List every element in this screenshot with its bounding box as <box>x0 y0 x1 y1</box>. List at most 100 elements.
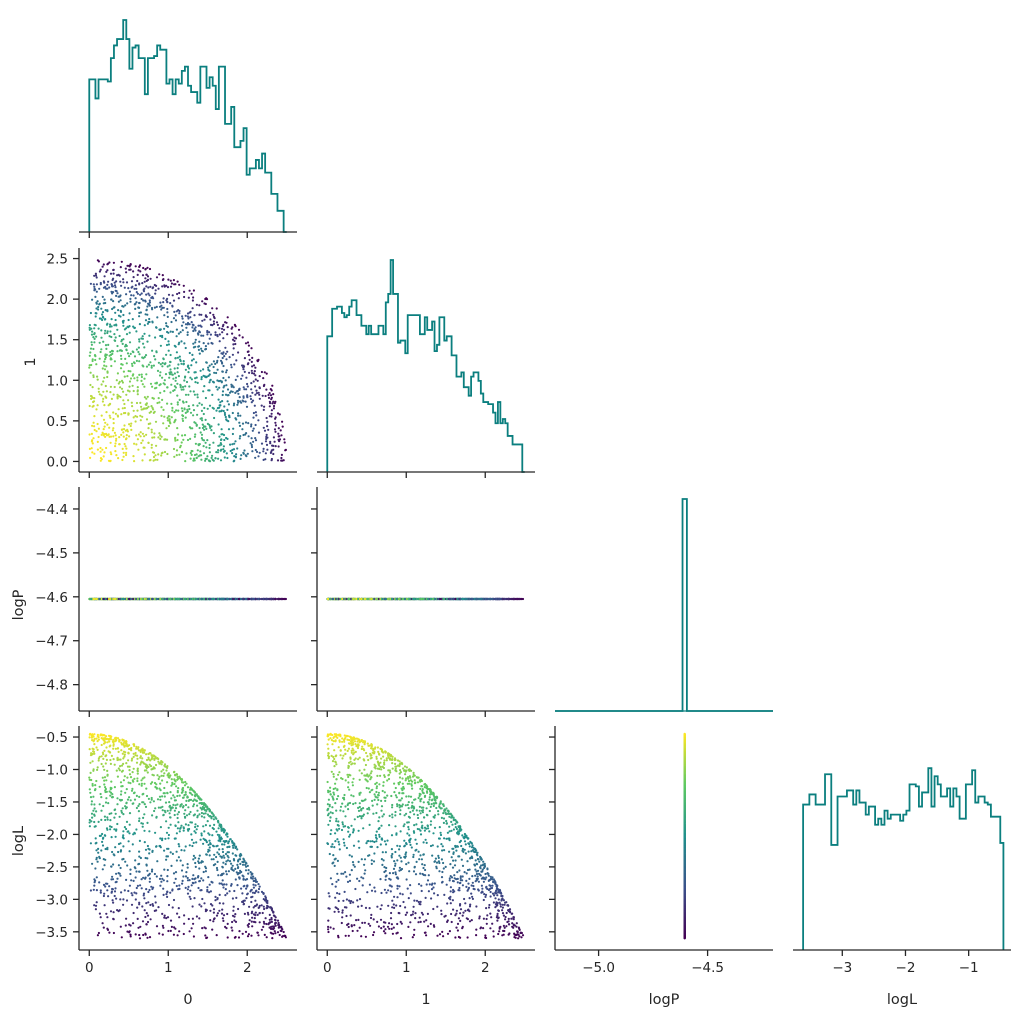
scatter-point <box>202 390 205 393</box>
scatter-point <box>186 323 189 326</box>
scatter-point <box>134 420 137 423</box>
scatter-point <box>243 357 246 360</box>
scatter-point <box>155 276 159 279</box>
scatter-point <box>91 424 94 427</box>
scatter-point <box>174 379 177 382</box>
scatter-point <box>182 284 185 287</box>
scatter-point <box>141 597 144 601</box>
scatter-point <box>148 301 151 304</box>
scatter-point <box>221 433 224 436</box>
scatter-point <box>89 351 92 354</box>
scatter-point <box>177 375 180 378</box>
scatter-point <box>263 405 266 408</box>
scatter-point <box>150 364 153 367</box>
scatter-point <box>198 330 201 333</box>
scatter-point <box>212 320 215 323</box>
scatter-point <box>357 597 360 601</box>
scatter-point <box>162 408 165 411</box>
scatter-point <box>94 274 98 277</box>
scatter-point <box>106 371 109 374</box>
scatter-point <box>224 352 227 355</box>
scatter-point <box>166 597 169 601</box>
scatter-point <box>93 820 96 824</box>
scatter-0-vs-1 <box>88 259 287 463</box>
scatter-point <box>238 437 241 440</box>
scatter-point <box>91 386 94 389</box>
scatter-point <box>191 307 194 310</box>
scatter-point <box>109 441 112 444</box>
scatter-point <box>280 597 283 601</box>
scatter-point <box>231 338 235 341</box>
scatter-point <box>246 394 249 397</box>
scatter-point <box>110 335 113 339</box>
scatter-point <box>251 450 254 453</box>
scatter-point <box>114 597 117 601</box>
scatter-point <box>223 413 227 416</box>
scatter-point <box>262 408 265 411</box>
scatter-point <box>181 417 184 420</box>
scatter-point <box>200 313 203 316</box>
scatter-point <box>274 417 277 420</box>
scatter-point <box>150 405 153 408</box>
scatter-point <box>123 402 126 406</box>
scatter-point <box>273 428 277 431</box>
scatter-point <box>267 396 271 399</box>
scatter-point <box>189 411 193 414</box>
scatter-point <box>277 427 280 430</box>
scatter-point <box>122 390 125 393</box>
scatter-point <box>103 376 106 379</box>
scatter-point <box>118 334 121 338</box>
scatter-point <box>266 425 269 428</box>
scatter-point <box>147 320 150 324</box>
scatter-point <box>272 597 275 601</box>
scatter-point <box>113 306 116 309</box>
scatter-point <box>246 385 249 388</box>
scatter-point <box>473 597 476 601</box>
scatter-point <box>172 447 176 451</box>
scatter-point <box>213 416 216 420</box>
scatter-point <box>119 597 122 601</box>
scatter-point <box>232 343 235 346</box>
scatter-point <box>254 374 257 377</box>
scatter-point <box>136 386 139 389</box>
scatter-point <box>176 367 179 370</box>
scatter-point <box>194 433 197 436</box>
scatter-point <box>151 320 154 323</box>
scatter-point <box>186 866 189 869</box>
scatter-point <box>146 322 149 325</box>
scatter-point <box>93 425 96 428</box>
scatter-point <box>132 416 135 419</box>
scatter-point <box>218 410 221 413</box>
scatter-point <box>283 441 286 444</box>
scatter-point <box>166 386 169 389</box>
scatter-point <box>118 436 121 439</box>
scatter-point <box>141 459 144 462</box>
scatter-point <box>177 907 180 910</box>
scatter-point <box>348 597 351 601</box>
scatter-point <box>218 406 221 409</box>
scatter-point <box>177 433 180 436</box>
scatter-point <box>110 780 113 783</box>
scatter-point <box>124 343 127 346</box>
scatter-point <box>108 354 111 357</box>
scatter-point <box>169 391 172 394</box>
scatter-point <box>92 400 96 403</box>
scatter-point <box>516 597 519 601</box>
scatter-point <box>123 406 126 410</box>
scatter-point <box>119 266 122 269</box>
scatter-point <box>272 448 275 451</box>
scatter-point <box>247 597 250 601</box>
scatter-point <box>225 436 228 440</box>
scatter-point <box>96 934 99 937</box>
scatter-point <box>173 385 176 388</box>
scatter-point <box>157 361 160 364</box>
scatter-point <box>216 368 219 371</box>
scatter-point <box>189 310 192 313</box>
scatter-point <box>103 332 106 335</box>
scatter-point <box>108 414 111 417</box>
scatter-point <box>257 431 261 434</box>
scatter-point <box>109 385 112 388</box>
scatter-point <box>257 455 260 458</box>
scatter-point <box>220 380 223 383</box>
scatter-point <box>202 412 205 416</box>
